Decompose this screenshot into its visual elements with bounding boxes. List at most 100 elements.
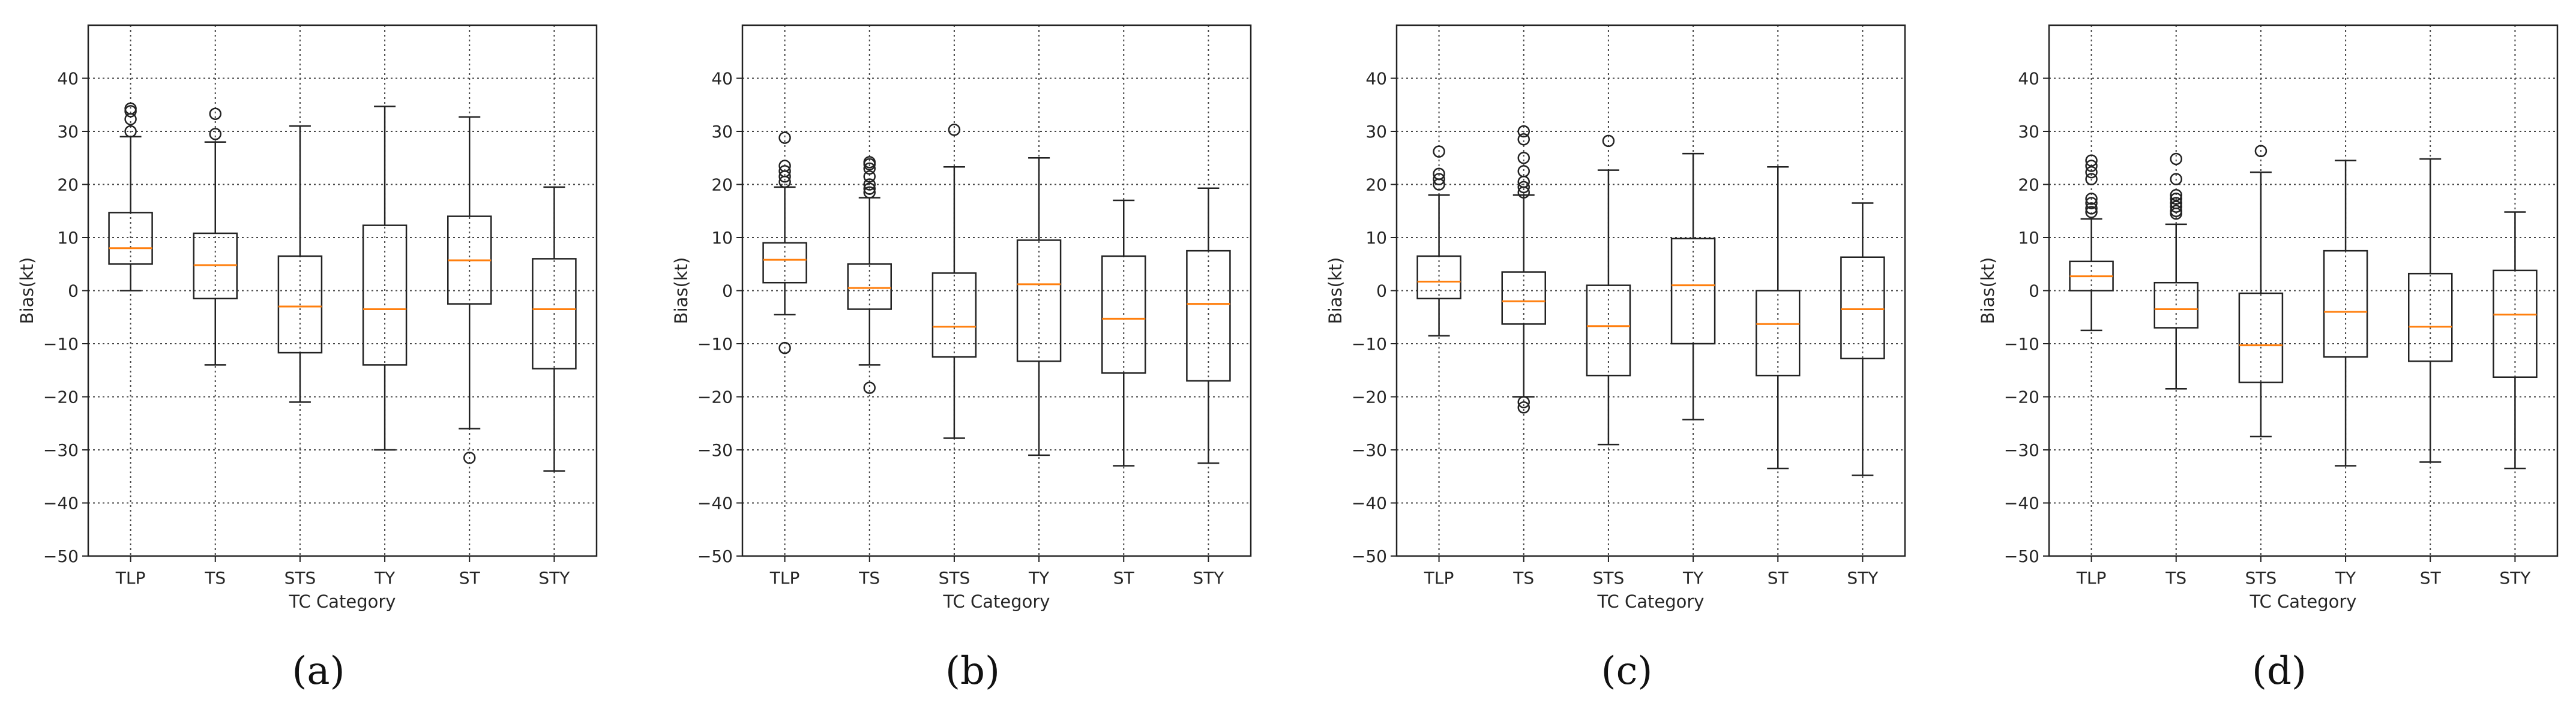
outlier-point <box>778 131 791 144</box>
x-tick-label: STS <box>284 568 316 588</box>
x-tick-label: TS <box>2165 568 2186 588</box>
iqr-box <box>2153 281 2198 329</box>
outlier-point <box>209 128 221 140</box>
outlier-point <box>2254 145 2268 157</box>
box-st <box>2408 158 2453 463</box>
box-ts <box>193 107 238 366</box>
outlier-point <box>2085 154 2098 167</box>
box-tlp <box>108 102 153 292</box>
iqr-box <box>1101 255 1146 374</box>
iqr-box <box>1586 284 1631 377</box>
plot-frame <box>741 24 1252 557</box>
outlier-point <box>2085 202 2098 215</box>
x-tick-label: TS <box>1512 568 1534 588</box>
y-tick-label: 30 <box>711 122 733 142</box>
x-tick-label: TLP <box>769 568 800 588</box>
y-tick-label: 40 <box>2018 69 2039 89</box>
box-ty <box>2323 160 2368 467</box>
y-axis-label: Bias(kt) <box>671 257 691 325</box>
iqr-box <box>1670 238 1716 345</box>
iqr-box <box>2238 292 2284 383</box>
outlier-point <box>2085 206 2098 218</box>
outlier-point <box>863 162 876 175</box>
outlier-point <box>863 156 876 169</box>
iqr-box <box>1756 290 1801 377</box>
y-tick-label: 10 <box>2018 228 2039 248</box>
x-tick-label: ST <box>2420 568 2442 588</box>
outlier-point <box>1602 134 1615 148</box>
y-tick-label: 0 <box>2029 281 2039 301</box>
box-tlp <box>1416 145 1461 337</box>
box-st <box>1101 199 1146 467</box>
x-tick-label: TY <box>1682 568 1704 588</box>
outlier-point <box>2085 160 2098 172</box>
y-tick-label: 20 <box>711 175 733 195</box>
iqr-box <box>2493 269 2538 378</box>
y-tick-label: −50 <box>2004 546 2039 566</box>
y-axis-label: Bias(kt) <box>1325 257 1346 325</box>
x-tick-label: TY <box>374 568 396 588</box>
outlier-point <box>2170 200 2182 213</box>
y-tick-label: 0 <box>1376 281 1387 301</box>
iqr-box <box>931 272 977 358</box>
outlier-point <box>2170 173 2182 185</box>
box-ts <box>847 156 892 394</box>
iqr-box <box>277 255 323 354</box>
iqr-box <box>1840 256 1885 360</box>
outlier-point <box>1517 125 1530 138</box>
x-tick-label: TS <box>204 568 226 588</box>
box-tlp <box>762 131 807 355</box>
y-tick-label: 0 <box>722 281 733 301</box>
box-ty <box>362 106 408 451</box>
outlier-point <box>1517 396 1530 408</box>
panel-label: (b) <box>945 649 1000 693</box>
y-tick-label: 30 <box>57 122 79 142</box>
y-tick-label: −20 <box>1352 387 1387 407</box>
box-ts <box>2153 152 2198 390</box>
y-tick-label: −20 <box>2004 387 2039 407</box>
box-sts <box>2238 145 2284 438</box>
box-sty <box>1186 187 1231 464</box>
iqr-box <box>2408 272 2453 362</box>
outlier-point <box>1433 167 1445 181</box>
outlier-point <box>2170 152 2182 166</box>
iqr-box <box>2323 250 2368 358</box>
y-tick-label: 30 <box>2018 122 2039 142</box>
y-tick-label: 40 <box>1365 69 1387 89</box>
iqr-box <box>532 258 577 369</box>
outlier-point <box>2085 193 2098 205</box>
y-tick-label: 10 <box>711 228 733 248</box>
box-sts <box>931 124 977 439</box>
y-tick-label: 20 <box>57 175 79 195</box>
y-axis-label: Bias(kt) <box>1978 257 1998 325</box>
x-tick-label: ST <box>1113 568 1135 588</box>
y-tick-label: 40 <box>711 69 733 89</box>
panel-label: (a) <box>292 649 345 693</box>
outlier-point <box>1433 173 1445 185</box>
box-sty <box>532 186 577 472</box>
x-tick-label: TY <box>1028 568 1050 588</box>
iqr-box <box>362 224 408 366</box>
y-tick-label: −10 <box>43 334 79 354</box>
x-tick-label: STY <box>538 568 570 588</box>
panel-label: (c) <box>1601 649 1653 693</box>
y-tick-label: 20 <box>1365 175 1387 195</box>
box-sty <box>1840 202 1885 476</box>
box-sts <box>277 125 323 403</box>
y-tick-label: 10 <box>1365 228 1387 248</box>
outlier-point <box>863 186 876 199</box>
x-axis-label: TC Category <box>289 591 396 612</box>
y-tick-label: −40 <box>697 494 733 513</box>
y-tick-label: 0 <box>68 281 79 301</box>
x-tick-label: TY <box>2335 568 2356 588</box>
box-st <box>1756 166 1801 470</box>
y-tick-label: 40 <box>57 69 79 89</box>
y-tick-label: −30 <box>697 440 733 460</box>
outlier-point <box>1517 401 1530 414</box>
x-tick-label: STY <box>2499 568 2531 588</box>
plot-frame <box>2048 24 2559 557</box>
outlier-point <box>948 124 961 136</box>
y-tick-label: −20 <box>697 387 733 407</box>
